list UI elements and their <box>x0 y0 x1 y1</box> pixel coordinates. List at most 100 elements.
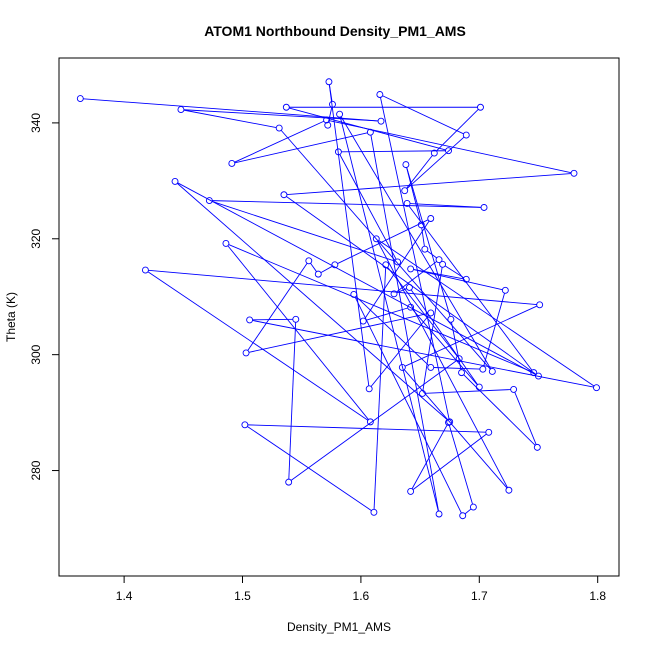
series-segment <box>286 196 537 375</box>
data-point <box>533 443 541 451</box>
data-point <box>402 161 410 169</box>
series-segment <box>378 240 595 387</box>
series-segment <box>410 289 478 385</box>
data-point <box>419 390 426 397</box>
series-segment <box>252 318 293 321</box>
data-point <box>405 283 413 291</box>
series-segment <box>227 245 369 420</box>
series-segment <box>411 424 448 489</box>
series-segment <box>406 167 421 223</box>
data-point <box>366 128 374 136</box>
y-axis-label: Theta (K) <box>4 292 18 342</box>
series-segment <box>406 167 451 317</box>
series-segment <box>406 136 465 190</box>
series-segment <box>147 271 369 421</box>
series-segment <box>364 220 430 319</box>
data-point <box>445 419 452 426</box>
series-segment <box>355 296 429 366</box>
data-point <box>536 301 544 309</box>
data-point <box>427 363 435 371</box>
data-point <box>370 508 378 516</box>
data-point <box>382 261 390 269</box>
series-segment <box>177 182 537 376</box>
data-point <box>462 275 470 283</box>
data-point <box>439 260 447 268</box>
data-point <box>282 103 290 111</box>
y-axis: 280 300 320 340 <box>29 113 59 481</box>
data-point <box>535 372 542 380</box>
data-point <box>505 486 513 494</box>
series-segment <box>340 116 492 370</box>
series-segment <box>328 84 370 386</box>
data-point <box>421 245 429 253</box>
data-point <box>485 428 493 436</box>
series-segment <box>483 293 505 367</box>
data-point <box>141 266 149 274</box>
series-segment <box>463 374 536 446</box>
series-segment <box>228 244 532 372</box>
y-tick-label: 340 <box>29 113 43 133</box>
x-axis: 1.4 1.5 1.6 1.7 1.8 <box>116 576 606 603</box>
series-segment <box>370 135 439 512</box>
series-segment <box>310 262 317 272</box>
data-point <box>323 116 331 124</box>
data-point <box>331 261 339 269</box>
data-point <box>501 286 509 294</box>
data-point <box>430 149 438 157</box>
series-segment <box>514 392 537 445</box>
series-segment <box>212 201 395 262</box>
series-segment <box>337 219 429 264</box>
data-point <box>593 384 600 392</box>
data-point <box>325 78 333 86</box>
data-point <box>314 270 322 278</box>
series-segment <box>433 367 480 370</box>
data-point <box>285 478 293 486</box>
series-segment <box>234 120 325 163</box>
series-segment <box>290 360 458 481</box>
series-segment <box>341 150 446 153</box>
data-point <box>171 177 179 185</box>
data-point <box>458 369 465 377</box>
series-segment <box>247 424 486 433</box>
data-point <box>292 315 300 323</box>
data-point <box>469 503 477 511</box>
series-segment <box>247 426 372 511</box>
series-segment <box>403 369 508 489</box>
series-segment <box>448 425 473 505</box>
series-segment <box>280 130 491 370</box>
data-point <box>570 169 578 177</box>
data-point <box>530 369 538 377</box>
series-segment <box>183 109 379 122</box>
series-segment <box>212 200 482 208</box>
data-point <box>398 363 406 371</box>
x-tick-label: 1.6 <box>353 589 370 603</box>
chart-title: ATOM1 Northbound Density_PM1_AMS <box>204 23 466 39</box>
series-segment <box>412 309 478 386</box>
data-point <box>324 121 332 129</box>
series-segment <box>176 183 448 421</box>
x-tick-label: 1.4 <box>116 589 133 603</box>
data-point <box>205 197 213 204</box>
series-segment <box>183 109 277 128</box>
y-tick-label: 300 <box>29 344 43 364</box>
plot-frame <box>58 57 620 577</box>
y-tick-label: 280 <box>29 460 43 480</box>
data-point <box>475 383 483 391</box>
series-segment <box>288 322 297 480</box>
series-segment <box>339 154 397 260</box>
series-segment <box>413 269 464 280</box>
series-segment <box>370 314 430 387</box>
series-segment <box>412 433 487 490</box>
series-segment <box>425 389 511 394</box>
series-segment <box>234 132 368 164</box>
series-segment <box>382 95 464 135</box>
series-segment <box>366 307 408 321</box>
series-segment <box>413 269 503 291</box>
data-point <box>401 187 409 195</box>
data-point <box>177 106 185 114</box>
data-point <box>329 100 336 108</box>
series-segment <box>387 266 458 357</box>
data-point <box>222 239 230 247</box>
data-point <box>403 199 411 207</box>
